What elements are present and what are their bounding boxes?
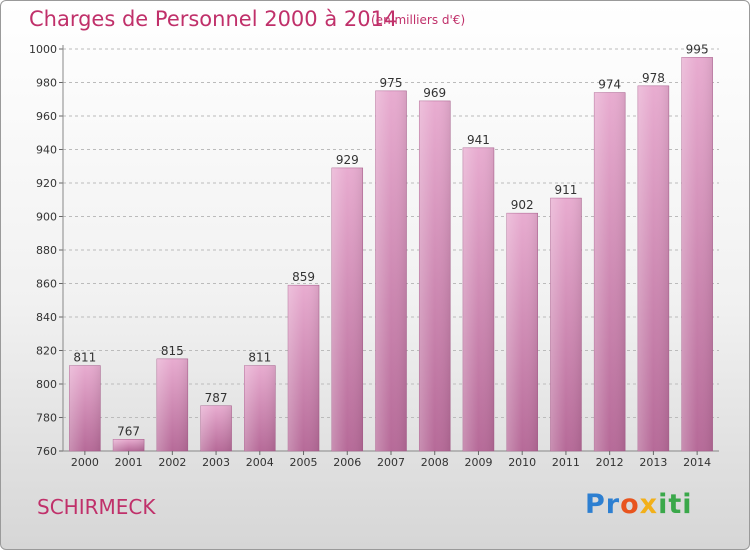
x-tick-label-2000: 2000: [71, 456, 99, 469]
data-label-2007: 975: [380, 76, 403, 90]
y-tick-label: 920: [36, 177, 57, 190]
x-tick-label-2003: 2003: [202, 456, 230, 469]
data-label-2014: 995: [686, 42, 709, 56]
data-label-2013: 978: [642, 71, 665, 85]
y-tick-label: 820: [36, 345, 57, 358]
data-label-2008: 969: [423, 86, 446, 100]
y-tick-label: 960: [36, 110, 57, 123]
chart-subtitle: (en milliers d'€): [371, 13, 466, 27]
x-tick-label-2013: 2013: [639, 456, 667, 469]
town-name: SCHIRMECK: [37, 495, 156, 519]
data-label-2009: 941: [467, 133, 490, 147]
x-tick-label-2006: 2006: [333, 456, 361, 469]
y-tick-label: 800: [36, 378, 57, 391]
data-label-2006: 929: [336, 153, 359, 167]
x-tick-label-2014: 2014: [683, 456, 711, 469]
bar-shine-2003: [200, 405, 232, 451]
proxiti-logo: Proxiti: [585, 489, 693, 520]
y-tick-label: 760: [36, 445, 57, 458]
x-tick-label-2009: 2009: [464, 456, 492, 469]
data-label-2011: 911: [554, 183, 577, 197]
bar-shine-2005: [288, 285, 320, 451]
data-label-2012: 974: [598, 78, 621, 92]
data-label-2000: 811: [73, 351, 96, 365]
y-tick-label: 1000: [29, 43, 57, 56]
bar-shine-2004: [244, 365, 276, 451]
y-tick-label: 940: [36, 144, 57, 157]
bar-shine-2011: [550, 198, 582, 451]
chart-title: Charges de Personnel 2000 à 2014: [29, 7, 398, 31]
data-label-2005: 859: [292, 270, 315, 284]
y-tick-label: 880: [36, 244, 57, 257]
bar-shine-2008: [419, 100, 451, 452]
data-label-2002: 815: [161, 344, 184, 358]
x-tick-label-2004: 2004: [246, 456, 274, 469]
x-tick-label-2002: 2002: [158, 456, 186, 469]
bar-shine-2000: [69, 365, 101, 451]
bar-shine-2013: [637, 85, 669, 451]
bar-shine-2001: [113, 439, 145, 451]
x-tick-label-2001: 2001: [115, 456, 143, 469]
y-tick-label: 980: [36, 77, 57, 90]
bar-shine-2014: [681, 57, 713, 451]
x-tick-label-2007: 2007: [377, 456, 405, 469]
bar-shine-2010: [506, 213, 538, 451]
bar-shine-2012: [594, 92, 626, 452]
y-tick-label: 900: [36, 211, 57, 224]
bar-shine-2007: [375, 90, 407, 451]
data-label-2001: 767: [117, 424, 140, 438]
y-tick-label: 780: [36, 412, 57, 425]
x-tick-label-2011: 2011: [552, 456, 580, 469]
data-label-2010: 902: [511, 198, 534, 212]
bar-shine-2009: [462, 147, 494, 451]
y-tick-label: 840: [36, 311, 57, 324]
bar-shine-2006: [331, 167, 363, 452]
x-tick-label-2010: 2010: [508, 456, 536, 469]
y-tick-label: 860: [36, 278, 57, 291]
data-label-2004: 811: [248, 351, 271, 365]
x-tick-label-2012: 2012: [596, 456, 624, 469]
x-tick-label-2005: 2005: [290, 456, 318, 469]
x-tick-label-2008: 2008: [421, 456, 449, 469]
data-label-2003: 787: [205, 391, 228, 405]
bar-shine-2002: [156, 358, 188, 451]
